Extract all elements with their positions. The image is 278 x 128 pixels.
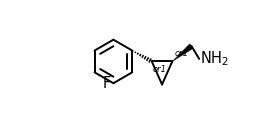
Text: F: F: [102, 76, 110, 91]
Text: or1: or1: [174, 49, 188, 58]
Text: or1: or1: [152, 65, 167, 74]
Polygon shape: [172, 44, 193, 61]
Text: NH$_2$: NH$_2$: [200, 50, 229, 68]
